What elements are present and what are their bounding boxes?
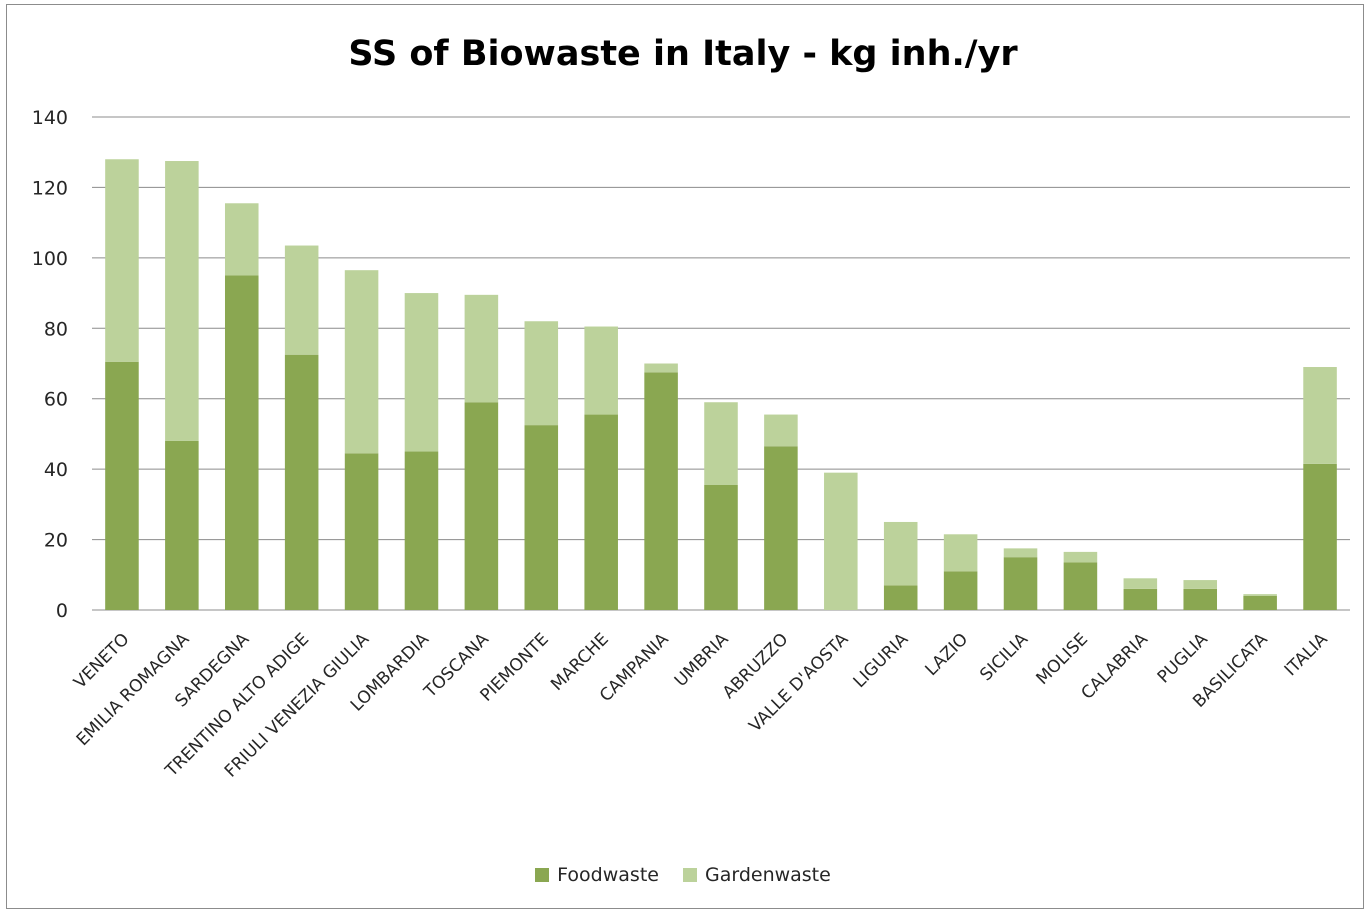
legend-item-gardenwaste: Gardenwaste	[682, 864, 831, 886]
bar-gardenwaste-toscana	[464, 294, 499, 403]
bar-gardenwaste-emilia-romagna	[165, 161, 199, 441]
bar-gardenwaste-trentino-alto-adige	[284, 245, 319, 355]
x-tick-label-veneto: VENETO	[70, 629, 133, 692]
bar-foodwaste-piemonte	[524, 425, 559, 610]
bar-foodwaste-emilia-romagna	[165, 440, 199, 610]
y-tick-label-60: 60	[44, 389, 68, 411]
bar-gardenwaste-umbria	[704, 402, 738, 485]
bar-gardenwaste-basilicata	[1243, 594, 1277, 596]
bar-foodwaste-lazio	[943, 571, 978, 610]
legend-swatch-foodwaste	[535, 868, 550, 882]
bar-gardenwaste-italia	[1303, 367, 1337, 464]
y-tick-label-140: 140	[32, 107, 68, 129]
bar-foodwaste-lombardia	[404, 451, 439, 610]
bar-gardenwaste-liguria	[883, 521, 918, 586]
y-tick-label-120: 120	[32, 177, 68, 199]
bar-gardenwaste-valle-d-aosta	[824, 472, 858, 610]
legend: Foodwaste Gardenwaste	[0, 864, 1366, 886]
bar-gardenwaste-abruzzo	[764, 414, 798, 447]
bar-foodwaste-molise	[1063, 562, 1098, 610]
x-tick-label-molise: MOLISE	[1033, 629, 1092, 688]
bar-foodwaste-sardegna	[224, 275, 259, 610]
bar-gardenwaste-puglia	[1183, 580, 1218, 589]
x-tick-label-liguria: LIGURIA	[850, 629, 913, 692]
y-tick-label-100: 100	[32, 248, 68, 270]
bar-gardenwaste-lazio	[943, 534, 978, 572]
bars	[105, 159, 1337, 610]
bar-gardenwaste-campania	[644, 363, 678, 373]
bar-gardenwaste-piemonte	[524, 321, 559, 426]
y-tick-label-80: 80	[44, 318, 68, 340]
bar-gardenwaste-friuli-venezia-giulia	[344, 270, 379, 454]
y-tick-label-20: 20	[44, 530, 68, 552]
y-tick-label-0: 0	[56, 600, 68, 622]
bar-foodwaste-trentino-alto-adige	[284, 354, 319, 610]
x-tick-label-italia: ITALIA	[1281, 629, 1332, 680]
legend-item-foodwaste: Foodwaste	[535, 864, 659, 886]
y-tick-label-40: 40	[44, 459, 68, 481]
bar-foodwaste-puglia	[1183, 588, 1218, 610]
bar-foodwaste-abruzzo	[764, 446, 798, 610]
legend-label-gardenwaste: Gardenwaste	[704, 864, 831, 886]
bar-foodwaste-veneto	[105, 361, 139, 610]
bar-foodwaste-liguria	[883, 585, 918, 610]
bar-foodwaste-friuli-venezia-giulia	[344, 453, 379, 610]
bar-gardenwaste-veneto	[105, 159, 139, 362]
bar-gardenwaste-marche	[584, 326, 618, 415]
bar-foodwaste-umbria	[704, 484, 738, 610]
x-tick-label-lazio: LAZIO	[922, 629, 973, 680]
bar-foodwaste-toscana	[464, 402, 499, 610]
x-tick-label-umbria: UMBRIA	[671, 629, 733, 691]
bar-gardenwaste-sicilia	[1003, 548, 1038, 558]
bar-foodwaste-sicilia	[1003, 557, 1038, 610]
bar-foodwaste-marche	[584, 414, 618, 610]
bar-gardenwaste-sardegna	[224, 203, 259, 276]
x-tick-label-puglia: PUGLIA	[1154, 629, 1212, 687]
chart-title: SS of Biowaste in Italy - kg inh./yr	[348, 34, 1018, 74]
x-tick-label-emilia-romagna: EMILIA ROMAGNA	[73, 629, 194, 750]
legend-swatch-gardenwaste	[682, 868, 697, 882]
x-tick-label-sicilia: SICILIA	[976, 629, 1032, 685]
bar-foodwaste-italia	[1303, 463, 1337, 610]
bar-foodwaste-basilicata	[1243, 595, 1277, 610]
legend-label-foodwaste: Foodwaste	[557, 864, 659, 886]
bar-foodwaste-calabria	[1123, 588, 1158, 610]
bar-foodwaste-campania	[644, 372, 678, 610]
bar-gardenwaste-lombardia	[404, 293, 439, 452]
bar-gardenwaste-calabria	[1123, 578, 1158, 589]
y-axis-ticks: 0 20 40 60 80 100 120 140	[32, 107, 68, 622]
bar-gardenwaste-molise	[1063, 551, 1098, 563]
